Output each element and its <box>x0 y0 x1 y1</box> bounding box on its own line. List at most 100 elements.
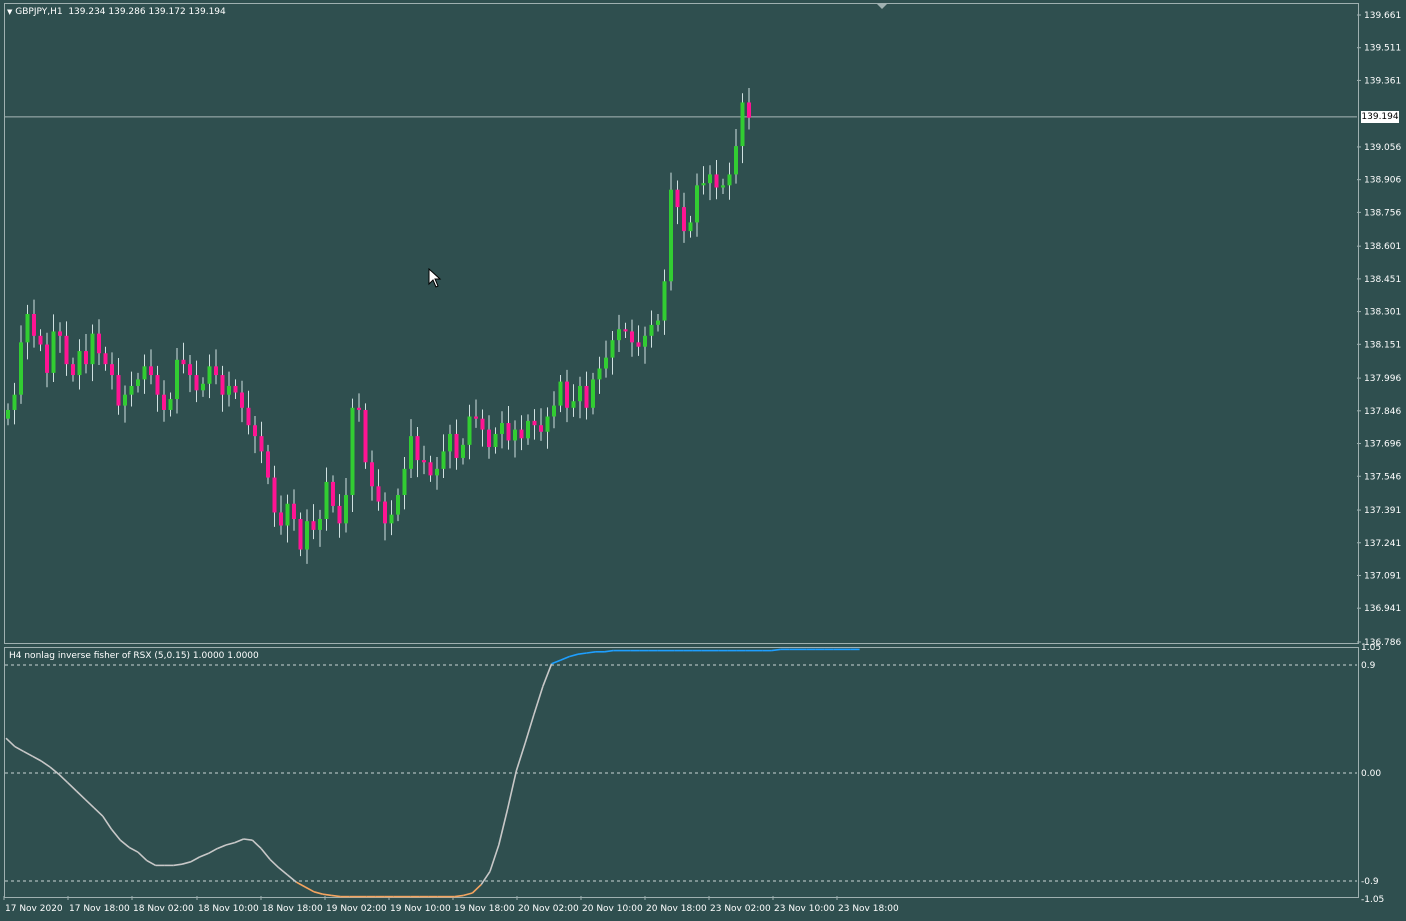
indicator-line-segment <box>304 886 315 893</box>
bull-candle <box>350 407 355 496</box>
price-axis-label: 138.756 <box>1364 208 1401 218</box>
bear-candle <box>279 512 283 526</box>
bull-candle <box>201 383 205 391</box>
bull-candle <box>207 366 212 384</box>
indicator-line-segment <box>551 659 561 665</box>
bear-candle <box>714 174 719 188</box>
bear-candle <box>383 501 387 524</box>
indicator-line-segment <box>568 653 579 658</box>
bear-candle <box>194 375 199 391</box>
current-price-badge: 139.194 <box>1361 111 1399 123</box>
time-axis-label: 20 Nov 02:00 <box>518 904 579 914</box>
indicator-line-segment <box>471 884 482 894</box>
bull-candle <box>669 189 673 282</box>
indicator-line-segment <box>199 852 209 858</box>
bull-candle <box>344 495 348 524</box>
price-chart-pane[interactable] <box>4 3 1359 644</box>
bull-candle <box>708 174 712 184</box>
bull-candle <box>12 394 17 410</box>
bull-candle <box>591 379 595 408</box>
indicator-line-segment <box>225 841 236 846</box>
bull-candle <box>662 281 667 321</box>
bull-candle <box>571 401 576 408</box>
price-axis-label: 138.151 <box>1364 340 1401 350</box>
bear-candle <box>454 433 459 458</box>
bear-candle <box>428 462 433 476</box>
bear-candle <box>376 486 381 502</box>
time-axis-label: 20 Nov 18:00 <box>646 904 707 914</box>
bear-candle <box>539 425 543 432</box>
mouse-cursor-icon <box>428 268 442 288</box>
indicator-line-segment <box>173 863 183 867</box>
bull-candle <box>396 495 400 515</box>
bear-candle <box>162 394 166 410</box>
indicator-line-segment <box>498 808 509 846</box>
bull-candle <box>123 394 127 406</box>
time-axis-label: 18 Nov 18:00 <box>262 904 323 914</box>
indicator-line-segment <box>506 770 518 810</box>
indicator-line-segment <box>524 713 535 744</box>
bull-candle <box>324 481 329 519</box>
indicator-line-segment <box>260 848 271 860</box>
bull-candle <box>552 405 556 417</box>
bear-candle <box>155 375 160 395</box>
indicator-line-segment <box>269 858 280 869</box>
bull-candle <box>597 368 602 380</box>
indicator-line-segment <box>296 881 306 888</box>
time-axis-label: 17 Nov 2020 <box>5 904 63 914</box>
bear-candle <box>233 385 238 393</box>
bull-candle <box>136 379 140 386</box>
indicator-line-segment <box>463 892 473 897</box>
price-axis-label: 137.091 <box>1364 571 1401 581</box>
price-axis-label: 139.056 <box>1364 143 1401 153</box>
bull-candle <box>389 514 394 524</box>
price-axis-label: 139.361 <box>1364 76 1401 86</box>
indicator-line-segment <box>40 760 51 768</box>
time-axis-label: 20 Nov 10:00 <box>582 904 643 914</box>
price-axis-label: 137.996 <box>1364 374 1401 384</box>
time-axis-label: 19 Nov 10:00 <box>390 904 451 914</box>
price-axis-label: 137.696 <box>1364 440 1401 450</box>
indicator-line-segment <box>181 861 192 865</box>
bear-candle <box>45 344 49 373</box>
bull-candle <box>227 385 231 395</box>
bull-candle <box>19 342 23 395</box>
indicator-line-segment <box>137 851 148 862</box>
bear-candle <box>480 418 485 430</box>
bull-candle <box>578 385 582 402</box>
bull-candle <box>513 429 517 441</box>
indicator-line-segment <box>604 649 614 653</box>
indicator-line-segment <box>146 859 156 867</box>
bull-candle <box>129 385 134 395</box>
indicator-axis-label: 0.00 <box>1361 769 1381 779</box>
bull-candle <box>500 423 504 434</box>
bull-candle <box>142 366 147 380</box>
bear-candle <box>32 313 36 336</box>
indicator-line-segment <box>515 742 526 771</box>
indicator-axis-label: -0.9 <box>1361 877 1379 887</box>
bull-candle <box>402 468 407 496</box>
price-axis-label: 139.511 <box>1364 44 1401 54</box>
indicator-line-segment <box>251 839 262 850</box>
indicator-line-segment <box>216 844 227 850</box>
bull-candle <box>688 222 693 232</box>
indicator-line-segment <box>313 891 324 895</box>
bear-candle <box>71 364 75 376</box>
bear-candle <box>292 503 296 519</box>
bull-candle <box>168 399 173 410</box>
bear-candle <box>266 451 270 478</box>
bear-candle <box>253 425 257 437</box>
bear-candle <box>363 409 368 463</box>
bull-candle <box>695 185 699 223</box>
chart-shift-marker-icon[interactable] <box>877 4 887 10</box>
price-axis-label: 138.301 <box>1364 308 1401 318</box>
bear-candle <box>38 335 43 345</box>
indicator-line-segment <box>234 838 244 844</box>
indicator-line-segment <box>93 807 104 817</box>
bull-candle <box>727 174 732 186</box>
indicator-line-segment <box>23 750 33 757</box>
bull-candle <box>461 444 465 458</box>
collapse-arrow-icon[interactable]: ▼ <box>7 8 13 16</box>
indicator-pane[interactable] <box>4 647 1359 898</box>
